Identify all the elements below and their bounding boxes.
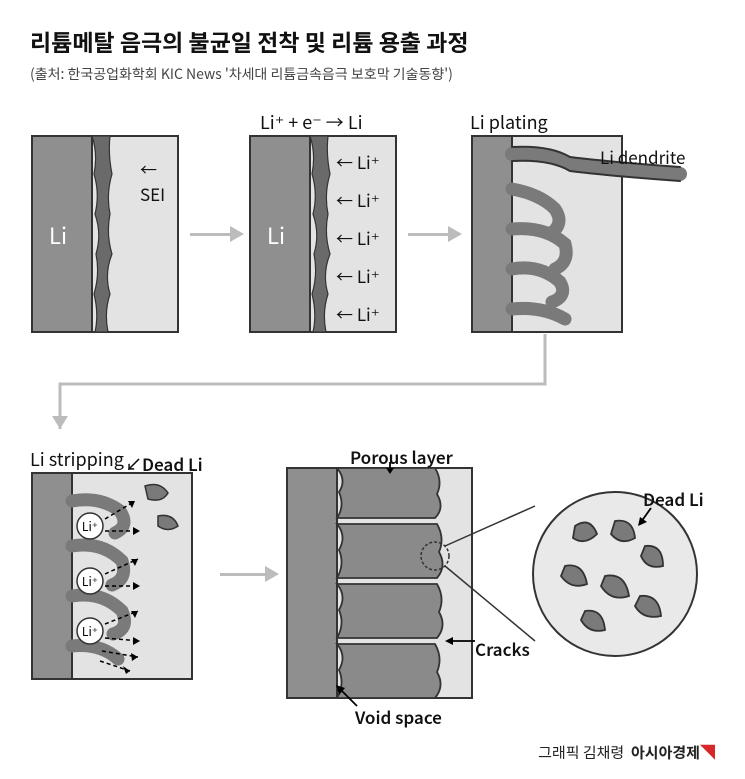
svg-text:Li⁺: Li⁺ xyxy=(82,573,98,590)
arrow-1 xyxy=(190,226,244,242)
brand-accent-icon: ◥ xyxy=(700,742,715,763)
plating-title: Li plating xyxy=(470,109,548,135)
panel-1-sei: Li ← SEI xyxy=(30,134,180,339)
page-title: 리튬메탈 음극의 불균일 전착 및 리튬 용출 과정 xyxy=(30,24,715,58)
ion-arrow-1: ← Li⁺ xyxy=(336,149,380,174)
diagram-container: Li ← SEI Li⁺ + e⁻ → Li Li ← Li⁺ ← Li⁺ ← … xyxy=(30,106,715,736)
panel-4-stripping: Li⁺ Li⁺ Li⁺ ↙Dead Li xyxy=(30,471,215,686)
connector-arrow xyxy=(30,334,630,454)
ion-arrow-2: ← Li⁺ xyxy=(336,187,380,212)
brand-name: 아시아경제 xyxy=(631,742,700,763)
panel-2-ions: Li ← Li⁺ ← Li⁺ ← Li⁺ ← Li⁺ ← Li⁺ xyxy=(248,134,398,339)
arrow-4 xyxy=(220,566,279,582)
panel-5-result: Porous layer Cracks Void space Dead Li xyxy=(285,466,715,731)
panel-3-dendrite: Li dendrite xyxy=(470,134,710,339)
page-subtitle: (출처: 한국공업화학회 KIC News '차세대 리튬금속음극 보호막 기술… xyxy=(30,64,715,84)
cracks-label: Cracks xyxy=(475,636,530,661)
ion-arrow-5: ← Li⁺ xyxy=(336,301,380,326)
svg-text:Li⁺: Li⁺ xyxy=(82,518,98,535)
arrow-2 xyxy=(408,226,462,242)
sei-label: ← SEI xyxy=(140,156,180,206)
stripping-title: Li stripping xyxy=(30,446,124,472)
porous-label: Porous layer xyxy=(350,444,453,469)
reaction-label: Li⁺ + e⁻ → Li xyxy=(260,109,363,135)
void-label: Void space xyxy=(355,704,442,729)
dead-li-label-1: ↙Dead Li xyxy=(125,451,203,476)
footer-credit: 그래픽 김채령 아시아경제◥ xyxy=(538,742,715,763)
ion-arrow-4: ← Li⁺ xyxy=(336,263,380,288)
ion-arrow-3: ← Li⁺ xyxy=(336,225,380,250)
dendrite-label: Li dendrite xyxy=(600,144,685,169)
svg-text:Li: Li xyxy=(267,219,285,251)
svg-text:Li⁺: Li⁺ xyxy=(82,623,98,640)
li-label: Li xyxy=(49,219,67,251)
